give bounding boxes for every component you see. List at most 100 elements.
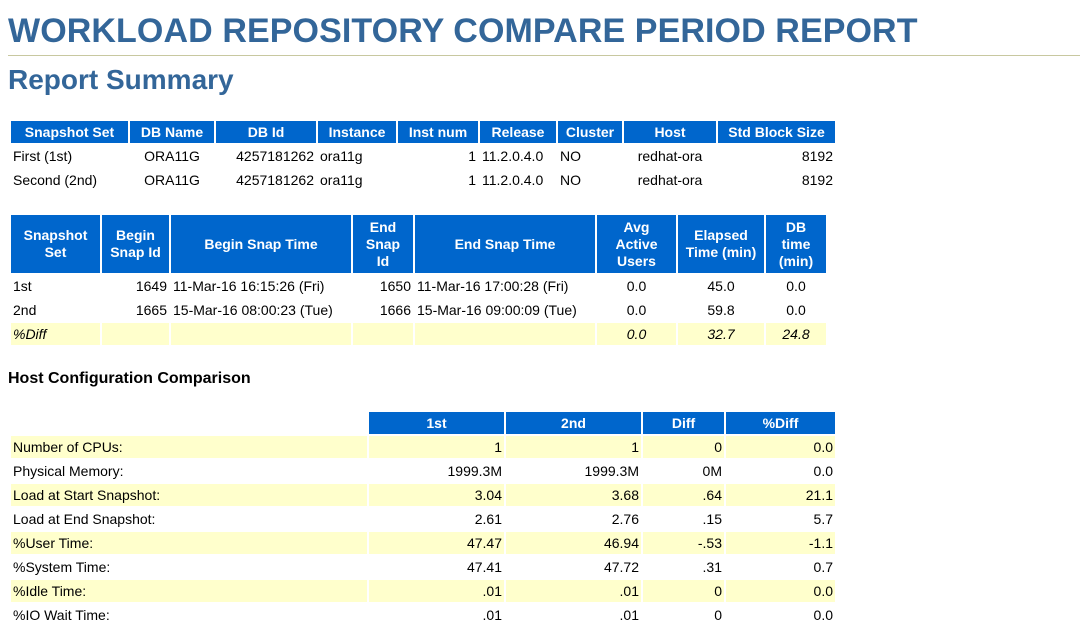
- cell-begin-snap-time: 15-Mar-16 08:00:23 (Tue): [173, 302, 333, 318]
- cell-1st: .01: [482, 607, 502, 623]
- cell-2nd: 46.94: [506, 532, 641, 554]
- cell-avg-active-users: 0.0: [626, 302, 647, 318]
- cell-2nd: .01: [506, 580, 641, 602]
- cell-avg-active-users: 0.0: [597, 323, 676, 345]
- table-row: Physical Memory: 1999.3M 1999.3M 0M 0.0: [11, 460, 835, 482]
- col-header-percent-diff: %Diff: [726, 412, 835, 434]
- col-header-elapsed-time: Elapsed Time (min): [678, 215, 764, 273]
- snapshot-time-header-row: Snapshot Set Begin Snap Id Begin Snap Ti…: [11, 215, 826, 273]
- cell-release: 11.2.0.4.0: [482, 148, 544, 164]
- cell-percent-diff: 5.7: [813, 511, 833, 527]
- cell-cluster: NO: [560, 172, 581, 188]
- col-header-end-snap-id: End Snap Id: [353, 215, 413, 273]
- cell-2nd: 1: [506, 436, 641, 458]
- cell-end-snap-time: [415, 323, 595, 345]
- col-header-avg-active-users: Avg Active Users: [597, 215, 676, 273]
- cell-std-block-size: 8192: [801, 172, 833, 188]
- cell-metric: Load at Start Snapshot:: [11, 484, 367, 506]
- cell-metric: Number of CPUs:: [11, 436, 367, 458]
- col-header-db-id: DB Id: [216, 121, 316, 143]
- cell-begin-snap-id: 1665: [135, 302, 167, 318]
- cell-begin-snap-id: [102, 323, 169, 345]
- table-row: Number of CPUs: 1 1 0 0.0: [11, 436, 835, 458]
- table-row: %Idle Time: .01 .01 0 0.0: [11, 580, 835, 602]
- cell-elapsed-time: 45.0: [707, 278, 735, 294]
- cell-end-snap-id: 1666: [379, 302, 411, 318]
- cell-percent-diff: 0.7: [813, 559, 833, 575]
- col-header-cluster: Cluster: [558, 121, 622, 143]
- cell-inst-num: 1: [468, 172, 476, 188]
- table-row: 1st 1649 11-Mar-16 16:15:26 (Fri) 1650 1…: [11, 275, 826, 297]
- cell-std-block-size: 8192: [801, 148, 833, 164]
- cell-diff: 0M: [702, 463, 722, 479]
- cell-1st: 47.41: [466, 559, 502, 575]
- cell-1st: 1: [369, 436, 504, 458]
- cell-end-snap-id: 1650: [379, 278, 411, 294]
- cell-percent-diff: 0.0: [726, 580, 835, 602]
- cell-diff: .15: [702, 511, 722, 527]
- report-title: WORKLOAD REPOSITORY COMPARE PERIOD REPOR…: [8, 12, 918, 50]
- percent-diff-row: %Diff 0.0 32.7 24.8: [11, 323, 826, 345]
- table-row: 2nd 1665 15-Mar-16 08:00:23 (Tue) 1666 1…: [11, 299, 826, 321]
- cell-diff: .31: [702, 559, 722, 575]
- col-header-inst-num: Inst num: [398, 121, 478, 143]
- cell-db-name: ORA11G: [144, 172, 200, 188]
- cell-cluster: NO: [560, 148, 581, 164]
- cell-end-snap-id: [353, 323, 413, 345]
- cell-1st: 1999.3M: [447, 463, 502, 479]
- title-divider: [8, 55, 1080, 56]
- cell-metric: %IO Wait Time:: [13, 607, 110, 623]
- cell-2nd: 3.68: [506, 484, 641, 506]
- snapshot-set-table: Snapshot Set DB Name DB Id Instance Inst…: [9, 119, 837, 193]
- cell-percent-diff: 0.0: [726, 436, 835, 458]
- col-header-host: Host: [624, 121, 716, 143]
- col-header-begin-snap-time: Begin Snap Time: [171, 215, 351, 273]
- col-header-instance: Instance: [318, 121, 396, 143]
- cell-diff: .64: [643, 484, 724, 506]
- cell-1st: 47.47: [369, 532, 504, 554]
- cell-db-name: ORA11G: [144, 148, 200, 164]
- col-header-snapshot-set: Snapshot Set: [11, 215, 100, 273]
- cell-1st: 2.61: [474, 511, 502, 527]
- cell-begin-snap-time: [171, 323, 351, 345]
- cell-metric: Physical Memory:: [13, 463, 124, 479]
- cell-db-id: 4257181262: [236, 148, 314, 164]
- table-row: %System Time: 47.41 47.72 .31 0.7: [11, 556, 835, 578]
- col-header-1st: 1st: [369, 412, 504, 434]
- cell-release: 11.2.0.4.0: [482, 172, 544, 188]
- cell-db-id: 4257181262: [236, 172, 314, 188]
- cell-percent-diff: 0.0: [813, 607, 833, 623]
- table-row: Load at End Snapshot: 2.61 2.76 .15 5.7: [11, 508, 835, 530]
- snapshot-time-table: Snapshot Set Begin Snap Id Begin Snap Ti…: [9, 213, 828, 347]
- cell-snapshot-set: Second (2nd): [13, 172, 98, 188]
- table-row: First (1st) ORA11G 4257181262 ora11g 1 1…: [11, 145, 835, 167]
- cell-1st: 3.04: [369, 484, 504, 506]
- cell-inst-num: 1: [468, 148, 476, 164]
- col-header-release: Release: [480, 121, 556, 143]
- report-summary-heading: Report Summary: [8, 64, 234, 95]
- table-row: %IO Wait Time: .01 .01 0 0.0: [11, 604, 835, 626]
- cell-2nd: 2.76: [611, 511, 639, 527]
- col-header-std-block-size: Std Block Size: [718, 121, 835, 143]
- snapshot-set-header-row: Snapshot Set DB Name DB Id Instance Inst…: [11, 121, 835, 143]
- col-header-2nd: 2nd: [506, 412, 641, 434]
- table-row: %User Time: 47.47 46.94 -.53 -1.1: [11, 532, 835, 554]
- cell-snapshot-set: First (1st): [13, 148, 73, 164]
- cell-metric: %System Time:: [13, 559, 111, 575]
- col-header-db-time: DB time (min): [766, 215, 826, 273]
- col-header-end-snap-time: End Snap Time: [415, 215, 595, 273]
- col-header-snapshot-set: Snapshot Set: [11, 121, 128, 143]
- col-header-db-name: DB Name: [130, 121, 214, 143]
- cell-snapshot-set: %Diff: [11, 323, 100, 345]
- cell-percent-diff: -1.1: [726, 532, 835, 554]
- cell-metric: %User Time:: [11, 532, 367, 554]
- cell-2nd: .01: [619, 607, 639, 623]
- cell-diff: -.53: [643, 532, 724, 554]
- cell-elapsed-time: 59.8: [707, 302, 735, 318]
- col-header-begin-snap-id: Begin Snap Id: [102, 215, 169, 273]
- host-config-header-row: 1st 2nd Diff %Diff: [11, 412, 835, 434]
- cell-end-snap-time: 11-Mar-16 17:00:28 (Fri): [417, 278, 569, 294]
- table-row: Second (2nd) ORA11G 4257181262 ora11g 1 …: [11, 169, 835, 191]
- cell-elapsed-time: 32.7: [678, 323, 764, 345]
- cell-host: redhat-ora: [637, 172, 703, 188]
